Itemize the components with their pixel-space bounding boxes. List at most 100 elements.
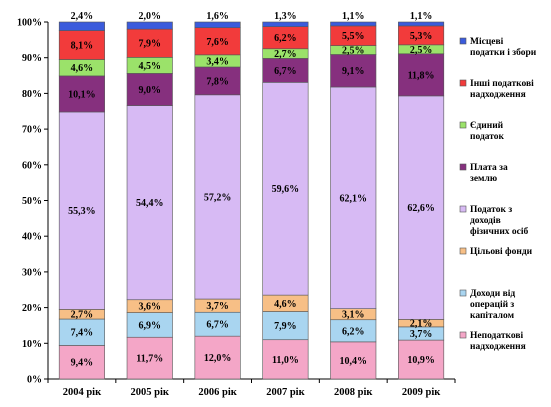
data-label: 55,3% bbox=[68, 206, 96, 217]
data-label: 7,8% bbox=[206, 76, 229, 87]
bar-segment bbox=[58, 345, 105, 380]
y-tick-label: 0% bbox=[27, 375, 42, 386]
data-label: 1,1% bbox=[410, 11, 433, 22]
bar-segment bbox=[126, 312, 173, 338]
bar-segment bbox=[194, 94, 241, 300]
bars bbox=[58, 21, 445, 380]
legend-swatch bbox=[459, 205, 467, 213]
legend-entry: Податок з доходів фізичних осіб bbox=[470, 205, 529, 237]
category-label: 2004 рік bbox=[63, 387, 102, 398]
data-label: 11,0% bbox=[272, 355, 299, 366]
bar-segment bbox=[398, 95, 445, 320]
data-label: 6,7% bbox=[206, 320, 229, 331]
axes: 0% 10% 20% 30% 40% 50% 60% 70% 80% 90% 100% bbox=[17, 18, 456, 386]
data-label: 8,1% bbox=[71, 41, 94, 52]
legend-entry: Місцеві податки і збори bbox=[470, 36, 537, 58]
data-label: 9,4% bbox=[71, 358, 94, 369]
bar-segment bbox=[398, 339, 445, 380]
bar-segment bbox=[58, 75, 105, 113]
data-label: 7,6% bbox=[206, 37, 229, 48]
legend-entry: Єдиний податок bbox=[470, 120, 505, 142]
bar-segment bbox=[330, 21, 377, 27]
data-label: 2,7% bbox=[274, 49, 297, 60]
legend-swatch bbox=[459, 163, 467, 171]
y-tick-label: 20% bbox=[22, 303, 42, 314]
legend-entry: Інші податкові надходження bbox=[470, 78, 534, 100]
bar-segment bbox=[58, 30, 105, 60]
bar-segment bbox=[262, 339, 309, 380]
data-label: 6,2% bbox=[342, 326, 365, 337]
legend: Місцеві податки і збори Інші податкові надх… bbox=[459, 36, 537, 352]
data-label: 6,7% bbox=[274, 66, 297, 77]
legend-swatch bbox=[459, 79, 467, 87]
data-label: 2,1% bbox=[410, 319, 433, 330]
data-label: 6,2% bbox=[274, 33, 297, 44]
data-label: 57,2% bbox=[204, 192, 232, 203]
data-label: 3,1% bbox=[342, 310, 365, 321]
data-label: 3,7% bbox=[410, 329, 433, 340]
y-tick-label: 80% bbox=[22, 89, 42, 100]
bar-segment bbox=[194, 27, 241, 56]
data-label: 62,1% bbox=[340, 193, 368, 204]
bar-segment bbox=[330, 86, 377, 309]
data-label: 12,0% bbox=[204, 353, 232, 364]
data-label: 1,3% bbox=[274, 11, 297, 22]
data-label: 3,6% bbox=[139, 302, 162, 313]
category-label: 2007 рік bbox=[266, 387, 305, 398]
data-label: 1,6% bbox=[206, 11, 229, 22]
bar-segment bbox=[126, 73, 173, 106]
data-label: 59,6% bbox=[272, 184, 300, 195]
data-label: 2,7% bbox=[71, 310, 94, 321]
category-labels: 2004 рік 2005 рік 2006 рік 2007 рік 2008 рік… bbox=[63, 387, 442, 398]
bar-segment bbox=[330, 54, 377, 88]
category-label: 2009 рік bbox=[402, 387, 441, 398]
data-label: 10,1% bbox=[68, 89, 96, 100]
data-label: 3,4% bbox=[206, 56, 229, 67]
y-tick-label: 50% bbox=[22, 196, 42, 207]
data-label: 9,0% bbox=[139, 85, 162, 96]
data-label: 10,9% bbox=[407, 355, 435, 366]
data-label: 6,9% bbox=[139, 320, 162, 331]
y-tick-label: 60% bbox=[22, 160, 42, 171]
legend-entry: Неподаткові надходження bbox=[470, 330, 526, 352]
data-label: 5,5% bbox=[342, 31, 365, 42]
y-tick-label: 90% bbox=[22, 53, 42, 64]
data-label: 9,1% bbox=[342, 66, 365, 77]
data-label: 62,6% bbox=[407, 203, 435, 214]
y-tick-label: 10% bbox=[22, 339, 42, 350]
legend-swatch bbox=[459, 331, 467, 339]
y-tick-label: 70% bbox=[22, 125, 42, 136]
data-label: 7,9% bbox=[274, 321, 297, 332]
legend-swatch bbox=[459, 289, 467, 297]
category-label: 2008 рік bbox=[334, 387, 373, 398]
data-label: 2,0% bbox=[139, 11, 162, 22]
bar-segment bbox=[58, 21, 105, 31]
y-tick-label: 30% bbox=[22, 267, 42, 278]
y-tick-label: 100% bbox=[17, 18, 42, 29]
bar-segment bbox=[58, 318, 105, 346]
bar-segment bbox=[126, 336, 173, 380]
data-label: 2,5% bbox=[342, 46, 365, 57]
bar-segment bbox=[262, 311, 309, 341]
bar-segment bbox=[398, 53, 445, 97]
bar-segment bbox=[262, 21, 309, 27]
data-labels: 9,4% 7,4% 2,7% 55,3% 10,1% 4,6% 8,1% 2,4% 11,7% 6… bbox=[68, 11, 435, 369]
category-label: 2005 рік bbox=[131, 387, 170, 398]
bar-segment bbox=[126, 21, 173, 30]
legend-swatch bbox=[459, 121, 467, 129]
data-label: 1,1% bbox=[342, 11, 365, 22]
bar-segment bbox=[194, 335, 241, 380]
bar-segment bbox=[126, 28, 173, 58]
data-label: 11,8% bbox=[408, 70, 435, 81]
bar-segment bbox=[126, 105, 173, 301]
legend-swatch bbox=[459, 37, 467, 45]
category-label: 2006 рік bbox=[198, 387, 237, 398]
data-label: 5,3% bbox=[410, 31, 433, 42]
data-label: 7,4% bbox=[71, 328, 94, 339]
data-label: 3,7% bbox=[206, 301, 229, 312]
bar-segment bbox=[194, 21, 241, 29]
y-tick-label: 40% bbox=[22, 232, 42, 243]
bar-segment bbox=[194, 66, 241, 96]
data-label: 54,4% bbox=[136, 198, 164, 209]
